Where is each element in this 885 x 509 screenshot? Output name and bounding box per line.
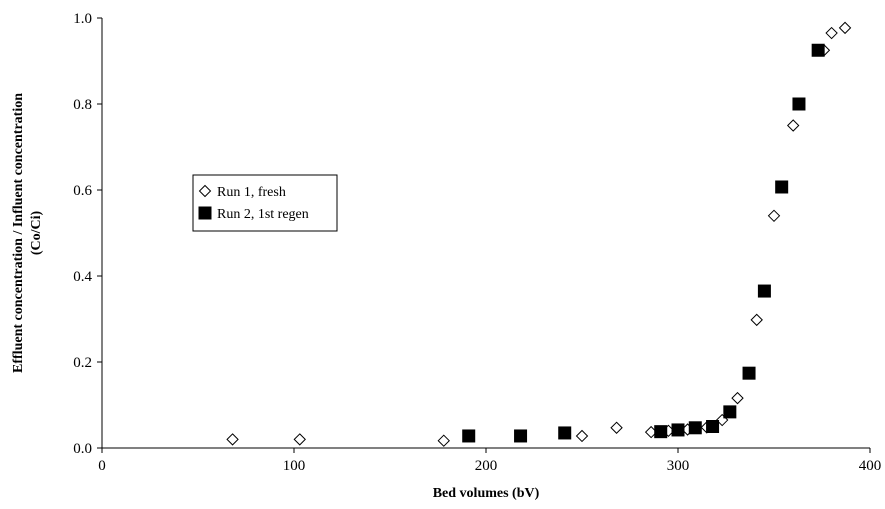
- point: [757, 284, 771, 298]
- y-tick-label: 1.0: [73, 11, 92, 27]
- point: [706, 420, 720, 433]
- point: [723, 405, 737, 419]
- x-tick-label: 300: [667, 458, 690, 474]
- y-tick-label: 0.2: [73, 355, 92, 371]
- point: [462, 429, 476, 443]
- y-axis-title: (Co/Ci): [29, 211, 44, 256]
- x-tick-label: 100: [283, 458, 306, 474]
- legend-marker: [198, 206, 212, 220]
- y-tick-label: 0.4: [73, 269, 92, 285]
- point: [226, 433, 239, 446]
- y-tick-label: 0.6: [73, 183, 92, 199]
- point: [437, 434, 450, 447]
- point: [742, 366, 756, 380]
- y-tick-label: 0.8: [73, 97, 92, 113]
- point: [575, 429, 589, 443]
- point: [688, 421, 702, 435]
- point: [811, 43, 825, 57]
- point: [767, 209, 781, 223]
- point: [671, 423, 685, 437]
- point: [792, 97, 806, 111]
- point: [838, 21, 852, 35]
- y-tick-label: 0.0: [73, 441, 92, 457]
- legend-label: Run 1, fresh: [217, 185, 286, 200]
- legend-label: Run 2, 1st regen: [217, 207, 309, 222]
- x-tick-label: 400: [859, 458, 882, 474]
- point: [654, 425, 668, 439]
- legend-box: [192, 174, 338, 232]
- point: [610, 421, 623, 434]
- point: [786, 119, 800, 132]
- y-axis-title: Effluent concentration / Influent concen…: [11, 93, 26, 373]
- point: [825, 26, 838, 40]
- point: [558, 426, 572, 440]
- legend-marker: [198, 184, 212, 198]
- point: [750, 313, 763, 327]
- point: [775, 180, 789, 194]
- point: [514, 429, 528, 443]
- x-tick-label: 0: [98, 458, 106, 474]
- point: [731, 391, 744, 405]
- x-axis-title: Bed volumes (bV): [433, 486, 540, 501]
- x-tick-label: 200: [475, 458, 498, 474]
- point: [293, 433, 306, 446]
